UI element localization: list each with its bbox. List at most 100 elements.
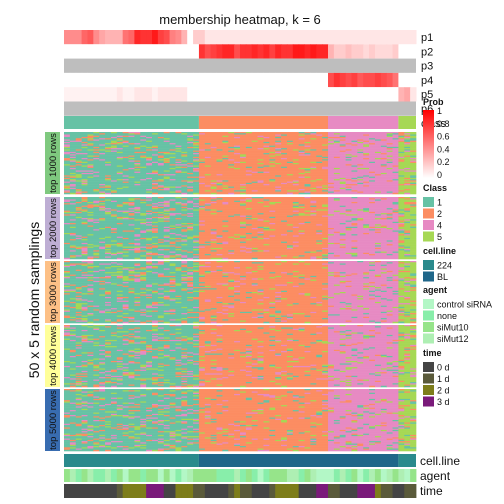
sampling-cell [64, 363, 88, 365]
sampling-cell [116, 135, 123, 138]
sampling-cell [105, 342, 112, 344]
sampling-cell [122, 132, 129, 134]
sampling-cell [369, 316, 399, 319]
sampling-cell [157, 337, 165, 339]
sampling-cell [187, 356, 194, 358]
sampling-cell [304, 278, 311, 280]
sampling-cell [240, 192, 247, 195]
sampling-cell [87, 305, 94, 308]
sampling-cell [81, 218, 88, 220]
sampling-cell [269, 199, 329, 202]
sampling-cell [310, 294, 329, 297]
sampling-cell [345, 252, 358, 255]
sampling-cell [198, 187, 211, 190]
sampling-cell [316, 132, 329, 134]
sampling-cell [298, 327, 305, 330]
sampling-cell [328, 144, 341, 146]
sampling-cell [152, 203, 159, 205]
sampling-cell [134, 184, 141, 186]
sampling-cell [181, 270, 188, 273]
sampling-cell [146, 179, 159, 181]
sampling-cell [386, 180, 393, 182]
sampling-cell [380, 191, 387, 194]
sampling-cell [198, 357, 229, 359]
sampling-cell [146, 284, 153, 287]
sampling-cell [187, 223, 194, 225]
sampling-cell [386, 342, 393, 344]
sampling-cell [310, 311, 317, 314]
sampling-cell [345, 149, 352, 151]
sampling-cell [204, 262, 211, 264]
sampling-cell [175, 268, 182, 270]
sampling-cell [122, 138, 165, 140]
sampling-cell [257, 228, 264, 230]
sampling-cell [328, 278, 405, 280]
sampling-cell [257, 289, 264, 292]
sampling-cell [369, 138, 376, 140]
sampling-cell [157, 192, 182, 195]
sampling-cell [198, 136, 235, 139]
sampling-cell [134, 336, 141, 338]
sampling-cell [398, 160, 405, 163]
sampling-cell [380, 284, 387, 287]
sampling-cell [345, 184, 358, 186]
sampling-cell [69, 180, 77, 182]
sampling-cell [193, 359, 200, 362]
sampling-cell [169, 299, 176, 301]
sampling-cell [75, 149, 82, 151]
prob-cell [351, 72, 358, 88]
sampling-cell [64, 164, 71, 166]
sampling-cell [328, 187, 341, 190]
sampling-cell [333, 141, 341, 144]
sampling-cell [345, 272, 364, 274]
sampling-cell [110, 199, 129, 202]
prob-cell [357, 30, 364, 45]
sampling-cell [122, 236, 153, 239]
sampling-cell [140, 184, 153, 186]
sampling-cell [304, 251, 311, 254]
sampling-cell [198, 309, 206, 311]
sampling-cell [251, 190, 258, 192]
sampling-cell [87, 134, 94, 137]
sampling-cell [310, 191, 329, 194]
sampling-cell [81, 144, 88, 146]
sampling-cell [99, 171, 118, 174]
sampling-cell [181, 198, 188, 200]
sampling-cell [298, 181, 329, 184]
sampling-cell [398, 354, 405, 357]
sampling-cell [152, 272, 159, 274]
sampling-cell [292, 314, 329, 316]
sampling-cell [234, 279, 311, 282]
sampling-cell [163, 295, 170, 298]
sampling-cell [75, 347, 82, 349]
sampling-cell [169, 176, 188, 179]
sampling-cell [345, 154, 352, 156]
sampling-cell [240, 246, 247, 249]
sampling-cell [328, 292, 341, 294]
sampling-cell [87, 244, 94, 246]
sampling-cell [64, 192, 71, 195]
sampling-cell [64, 241, 100, 244]
sampling-cell [140, 164, 147, 166]
sampling-cell [152, 191, 170, 194]
sampling-cell [251, 365, 270, 368]
sampling-cell [398, 245, 405, 247]
sampling-cell [398, 334, 405, 337]
sampling-cell [310, 141, 329, 144]
sampling-cell [398, 190, 405, 192]
sampling-cell [116, 327, 123, 330]
sampling-cell [240, 184, 247, 186]
sampling-cell [328, 155, 352, 158]
prob-cell [404, 87, 411, 102]
sampling-cell [204, 379, 335, 382]
sampling-cell [363, 332, 376, 334]
sampling-cell [193, 298, 276, 300]
sampling-cell [374, 380, 382, 383]
sampling-cell [64, 230, 123, 233]
sampling-cell [210, 241, 217, 244]
sampling-cell [157, 225, 170, 228]
sampling-cell [322, 224, 329, 226]
sampling-cell [87, 313, 94, 315]
sampling-cell [198, 232, 211, 235]
sampling-cell [110, 180, 118, 182]
